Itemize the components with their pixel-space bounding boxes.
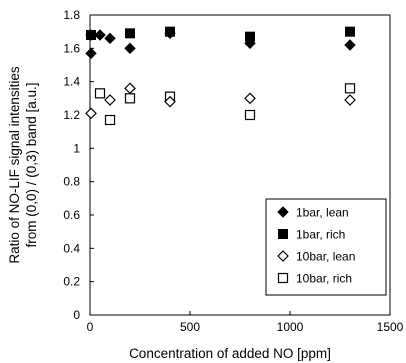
data-point [94, 29, 106, 41]
y-axis-title-line-1: Ratio of NO-LIF signal intensities [7, 66, 22, 264]
data-point [164, 27, 176, 40]
data-point [85, 47, 97, 60]
series-0 [85, 27, 356, 60]
data-point [344, 94, 356, 106]
data-point [104, 32, 116, 45]
legend-label: 10bar, lean [296, 250, 355, 264]
data-point [344, 83, 356, 94]
x-tick-label: 1500 [377, 320, 404, 334]
series-1 [86, 26, 355, 42]
data-point [344, 39, 356, 51]
y-tick-label: 0.4 [63, 241, 80, 255]
x-tick-label: 500 [180, 320, 200, 334]
y-tick-label: 1.4 [63, 75, 80, 89]
data-marks [85, 26, 356, 126]
x-tick-label: 1000 [277, 320, 304, 334]
y-tick-label: 0.2 [63, 275, 80, 289]
ticks: 0 0.2 0.4 0.6 0.8 1 1.2 1.4 1.6 1.8 0 500 1000 1500 [63, 8, 403, 334]
y-tick-label: 1 [73, 141, 80, 155]
legend-marker [277, 272, 289, 284]
axes [89, 14, 391, 316]
legend-marker [277, 250, 289, 262]
legend-label: 1bar, rich [296, 228, 345, 242]
data-point [244, 92, 256, 105]
data-point [125, 28, 135, 39]
y-axis-title-line-2: from (0,0) / (0,3) band [a.u.] [24, 82, 39, 247]
data-point [244, 109, 256, 121]
data-point [104, 94, 116, 106]
data-point [124, 93, 136, 104]
legend-label: 1bar, lean [296, 206, 349, 220]
data-point [124, 82, 136, 95]
data-point [85, 29, 97, 41]
legend-marker [277, 206, 289, 218]
y-tick-label: 0.8 [63, 175, 80, 189]
plot-frame [89, 14, 391, 316]
x-axis-title: Concentration of added NO [ppm] [129, 346, 331, 361]
y-tick-label: 0 [73, 308, 80, 322]
y-tick-label: 1.2 [63, 108, 80, 122]
legend: 1bar, lean 1bar, rich 10bar, lean 10bar, ri… [265, 198, 387, 296]
series-2 [85, 82, 356, 120]
legend-marker [278, 229, 288, 239]
x-tick-label: 0 [87, 320, 94, 334]
data-point [345, 26, 355, 37]
data-point [104, 114, 116, 126]
y-tick-label: 1.8 [63, 8, 80, 22]
legend-label: 10bar, rich [296, 272, 352, 286]
data-point [124, 42, 136, 55]
series-3 [94, 83, 356, 126]
y-tick-label: 0.6 [63, 208, 80, 222]
data-point [94, 88, 106, 99]
data-point [244, 37, 256, 50]
y-tick-label: 1.6 [63, 41, 80, 55]
data-point [85, 107, 97, 120]
data-point [164, 95, 176, 108]
